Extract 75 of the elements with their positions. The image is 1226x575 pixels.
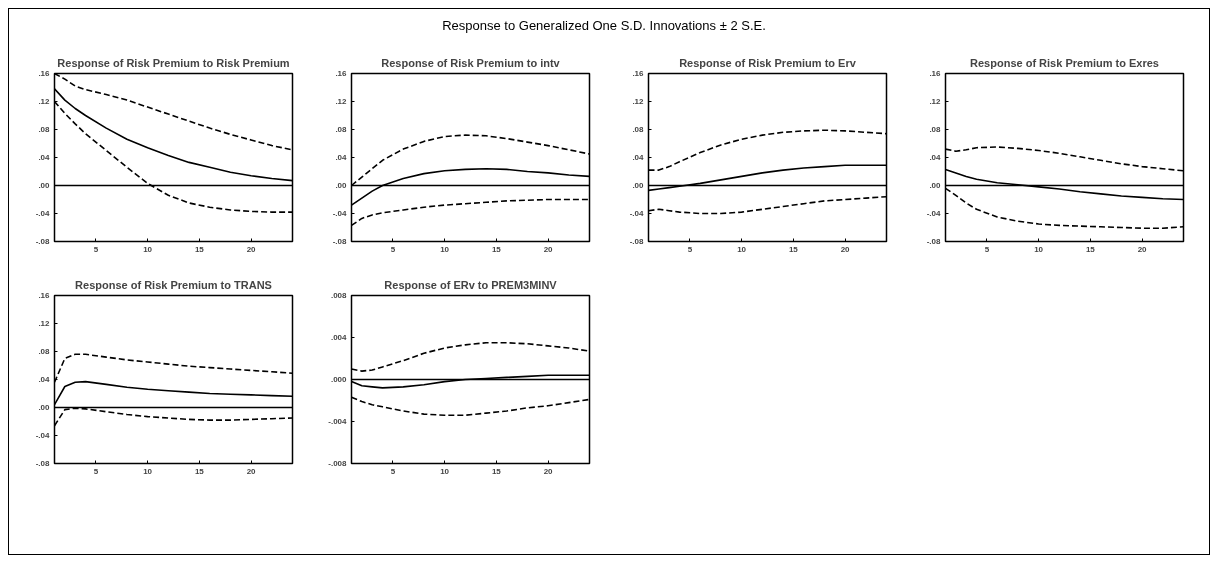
x-tick-label: 15 xyxy=(491,244,502,254)
y-tick-label: .04 xyxy=(632,153,645,162)
x-tick-label: 5 xyxy=(687,244,693,254)
y-tick-label: .16 xyxy=(38,69,51,78)
y-tick-label: .04 xyxy=(929,153,942,162)
y-tick-label: .16 xyxy=(632,69,645,78)
x-tick-label: 10 xyxy=(1034,244,1044,254)
x-tick-label: 20 xyxy=(840,244,851,254)
x-tick-label: 20 xyxy=(543,244,554,254)
y-tick-label: -.04 xyxy=(35,209,51,218)
y-tick-label: .004 xyxy=(330,333,348,342)
y-tick-label: -.08 xyxy=(926,237,942,246)
x-tick-label: 20 xyxy=(543,466,554,476)
y-tick-label: .00 xyxy=(335,181,348,190)
x-tick-label: 15 xyxy=(788,244,799,254)
y-tick-label: -.04 xyxy=(35,431,51,440)
y-tick-label: .12 xyxy=(335,97,348,106)
chart-title: Response of Risk Premium to TRANS xyxy=(75,278,272,291)
y-tick-label: -.04 xyxy=(629,209,645,218)
x-tick-label: 15 xyxy=(194,244,205,254)
y-tick-label: .08 xyxy=(929,125,942,134)
y-tick-label: .08 xyxy=(632,125,645,134)
x-tick-label: 20 xyxy=(246,466,257,476)
y-tick-label: -.08 xyxy=(629,237,645,246)
y-tick-label: -.08 xyxy=(35,459,51,468)
y-tick-label: .12 xyxy=(929,97,942,106)
x-tick-label: 15 xyxy=(1085,244,1096,254)
text: Response to Generalized One S.D. Innovations ± 2 S.E. xyxy=(442,17,766,35)
y-tick-label: .00 xyxy=(38,403,51,412)
y-tick-label: -.004 xyxy=(328,417,348,426)
y-tick-label: .16 xyxy=(38,291,51,300)
x-tick-label: 10 xyxy=(737,244,747,254)
chart-title: Response of Risk Premium to intv xyxy=(381,56,561,69)
chart-title: Response of Risk Premium to Erv xyxy=(679,56,857,69)
y-tick-label: .08 xyxy=(38,347,51,356)
y-tick-label: -.008 xyxy=(328,459,348,468)
y-tick-label: .04 xyxy=(38,153,51,162)
x-tick-label: 5 xyxy=(390,466,396,476)
line-series xyxy=(351,341,590,372)
x-tick-label: 10 xyxy=(440,244,450,254)
y-tick-label: -.04 xyxy=(926,209,942,218)
chart-title: Response of Risk Premium to Risk Premium xyxy=(57,56,290,69)
x-tick-label: 5 xyxy=(93,244,99,254)
y-tick-label: .04 xyxy=(335,153,348,162)
line-series xyxy=(648,129,887,171)
chart-title: Response of Risk Premium to Exres xyxy=(970,56,1159,69)
line-series xyxy=(54,88,293,182)
y-tick-label: .16 xyxy=(335,69,348,78)
x-tick-label: 15 xyxy=(194,466,205,476)
y-tick-label: .04 xyxy=(38,375,51,384)
y-tick-label: .08 xyxy=(38,125,51,134)
y-tick-label: -.04 xyxy=(332,209,348,218)
y-tick-label: -.08 xyxy=(332,237,348,246)
y-tick-label: .12 xyxy=(38,319,51,328)
y-tick-label: .008 xyxy=(330,291,348,300)
y-tick-label: -.08 xyxy=(35,237,51,246)
y-tick-label: .00 xyxy=(632,181,645,190)
x-tick-label: 5 xyxy=(93,466,99,476)
y-tick-label: .00 xyxy=(929,181,942,190)
line-series xyxy=(648,164,887,192)
x-tick-label: 10 xyxy=(440,466,450,476)
y-tick-label: .16 xyxy=(929,69,942,78)
chart-title: Response of ERv to PREM3MINV xyxy=(384,278,558,291)
x-tick-label: 20 xyxy=(246,244,257,254)
y-tick-label: .00 xyxy=(38,181,51,190)
x-tick-label: 20 xyxy=(1137,244,1148,254)
x-tick-label: 5 xyxy=(390,244,396,254)
y-tick-label: .08 xyxy=(335,125,348,134)
y-tick-label: .000 xyxy=(330,375,348,384)
y-tick-label: .12 xyxy=(632,97,645,106)
x-tick-label: 10 xyxy=(143,466,153,476)
x-tick-label: 15 xyxy=(491,466,502,476)
y-tick-label: .12 xyxy=(38,97,51,106)
x-tick-label: 10 xyxy=(143,244,153,254)
x-tick-label: 5 xyxy=(984,244,990,254)
